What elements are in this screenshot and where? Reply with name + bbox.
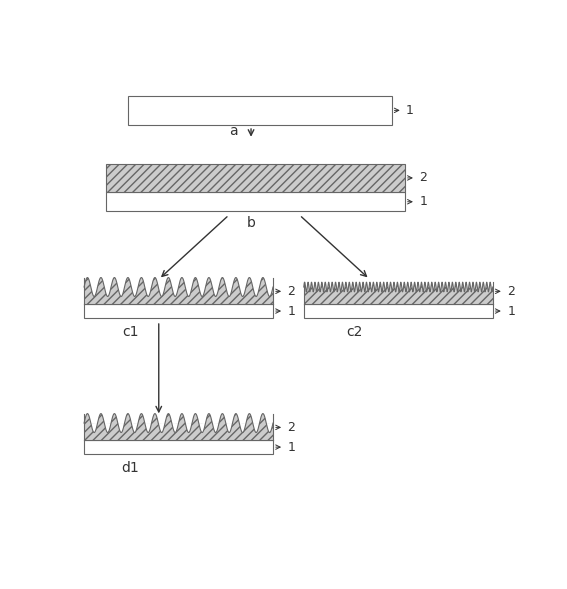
Bar [84, 287, 273, 305]
Text: 1: 1 [420, 195, 427, 209]
Text: 1: 1 [406, 104, 414, 117]
Bar [84, 441, 273, 454]
Bar [84, 305, 273, 318]
Bar [106, 192, 405, 211]
Bar [128, 95, 392, 125]
Text: 2: 2 [420, 171, 427, 184]
Text: b: b [247, 216, 256, 230]
Text: 2: 2 [287, 421, 295, 434]
Text: d1: d1 [121, 461, 139, 475]
Text: c1: c1 [122, 325, 138, 339]
Text: a: a [229, 124, 238, 138]
Bar [304, 305, 493, 318]
Bar [106, 164, 405, 192]
Text: 1: 1 [287, 441, 295, 454]
Text: c2: c2 [346, 325, 362, 339]
Text: 1: 1 [287, 305, 295, 317]
Text: 2: 2 [507, 285, 515, 298]
Text: 2: 2 [287, 285, 295, 298]
Bar [84, 423, 273, 441]
Text: 1: 1 [507, 305, 515, 317]
Bar [304, 287, 493, 305]
